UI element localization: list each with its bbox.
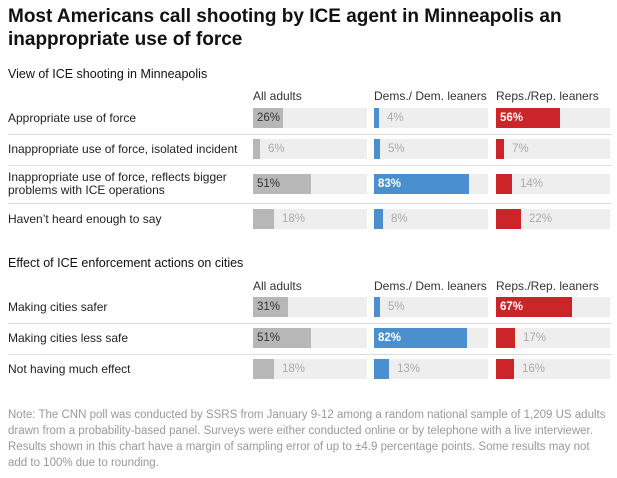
bar-track-dem: 5% bbox=[374, 297, 488, 317]
bar-value-label: 14% bbox=[520, 178, 544, 190]
chart-title: Most Americans call shooting by ICE agen… bbox=[8, 6, 562, 50]
row-label: Haven’t heard enough to say bbox=[8, 211, 162, 226]
column-header-dem: Dems./ Dem. leaners bbox=[374, 279, 487, 293]
bar-all bbox=[253, 297, 288, 317]
bar-value-label: 51% bbox=[257, 178, 281, 190]
bar-value-label: 31% bbox=[257, 301, 281, 313]
bar-all bbox=[253, 328, 311, 348]
bar-value-label: 51% bbox=[257, 332, 281, 344]
bar-track-dem: 8% bbox=[374, 209, 488, 229]
row-separator bbox=[8, 354, 612, 355]
bar-value-label: 8% bbox=[391, 213, 408, 225]
bar-dem bbox=[374, 359, 389, 379]
bar-dem bbox=[374, 108, 379, 128]
bar-value-label: 18% bbox=[282, 363, 306, 375]
bar-track-rep: 7% bbox=[496, 139, 610, 159]
row-separator bbox=[8, 165, 612, 166]
bar-dem bbox=[374, 328, 467, 348]
bar-value-label: 67% bbox=[500, 301, 524, 313]
bar-value-label: 7% bbox=[512, 143, 529, 155]
bar-value-label: 26% bbox=[257, 112, 281, 124]
bar-value-label: 82% bbox=[378, 332, 402, 344]
bar-track-rep: 67% bbox=[496, 297, 610, 317]
bar-all bbox=[253, 174, 311, 194]
bar-track-dem: 5% bbox=[374, 139, 488, 159]
column-header-dem: Dems./ Dem. leaners bbox=[374, 89, 487, 103]
bar-value-label: 83% bbox=[378, 178, 402, 190]
bar-value-label: 6% bbox=[268, 143, 285, 155]
bar-all bbox=[253, 108, 283, 128]
bar-dem bbox=[374, 297, 380, 317]
bar-track-dem: 4% bbox=[374, 108, 488, 128]
bar-all bbox=[253, 359, 274, 379]
column-header-rep: Reps./Rep. leaners bbox=[496, 89, 599, 103]
bar-dem bbox=[374, 174, 469, 194]
bar-dem bbox=[374, 209, 383, 229]
section-title: View of ICE shooting in Minneapolis bbox=[8, 67, 208, 81]
row-label: Inappropriate use of force, isolated inc… bbox=[8, 141, 238, 156]
bar-all bbox=[253, 209, 274, 229]
bar-track-dem: 82% bbox=[374, 328, 488, 348]
column-header-rep: Reps./Rep. leaners bbox=[496, 279, 599, 293]
bar-dem bbox=[374, 139, 380, 159]
bar-value-label: 13% bbox=[397, 363, 421, 375]
bar-value-label: 16% bbox=[522, 363, 546, 375]
row-separator bbox=[8, 203, 612, 204]
row-separator bbox=[8, 323, 612, 324]
bar-track-dem: 13% bbox=[374, 359, 488, 379]
column-header-all: All adults bbox=[253, 89, 302, 103]
row-label: Not having much effect bbox=[8, 361, 131, 376]
bar-track-all: 18% bbox=[253, 209, 367, 229]
row-label: Making cities less safe bbox=[8, 330, 129, 345]
bar-track-rep: 56% bbox=[496, 108, 610, 128]
row-separator bbox=[8, 134, 612, 135]
bar-value-label: 18% bbox=[282, 213, 306, 225]
bar-rep bbox=[496, 297, 572, 317]
bar-value-label: 4% bbox=[387, 112, 404, 124]
bar-track-rep: 17% bbox=[496, 328, 610, 348]
bar-rep bbox=[496, 328, 515, 348]
bar-value-label: 56% bbox=[500, 112, 524, 124]
bar-track-all: 51% bbox=[253, 328, 367, 348]
bar-track-all: 51% bbox=[253, 174, 367, 194]
bar-rep bbox=[496, 359, 514, 379]
bar-all bbox=[253, 139, 260, 159]
bar-value-label: 5% bbox=[388, 143, 405, 155]
bar-track-rep: 16% bbox=[496, 359, 610, 379]
row-label: Inappropriate use of force, reflects big… bbox=[8, 170, 227, 197]
bar-track-all: 18% bbox=[253, 359, 367, 379]
bar-track-rep: 22% bbox=[496, 209, 610, 229]
column-header-all: All adults bbox=[253, 279, 302, 293]
bar-value-label: 5% bbox=[388, 301, 405, 313]
row-label: Appropriate use of force bbox=[8, 110, 137, 125]
bar-rep bbox=[496, 174, 512, 194]
bar-rep bbox=[496, 108, 560, 128]
bar-track-all: 31% bbox=[253, 297, 367, 317]
bar-track-rep: 14% bbox=[496, 174, 610, 194]
bar-value-label: 17% bbox=[523, 332, 547, 344]
bar-track-all: 26% bbox=[253, 108, 367, 128]
bar-track-dem: 83% bbox=[374, 174, 488, 194]
footnote: Note: The CNN poll was conducted by SSRS… bbox=[8, 409, 606, 469]
row-label: Making cities safer bbox=[8, 299, 108, 314]
bar-rep bbox=[496, 209, 521, 229]
section-title: Effect of ICE enforcement actions on cit… bbox=[8, 256, 244, 270]
bar-track-all: 6% bbox=[253, 139, 367, 159]
bar-rep bbox=[496, 139, 504, 159]
bar-value-label: 22% bbox=[529, 213, 553, 225]
